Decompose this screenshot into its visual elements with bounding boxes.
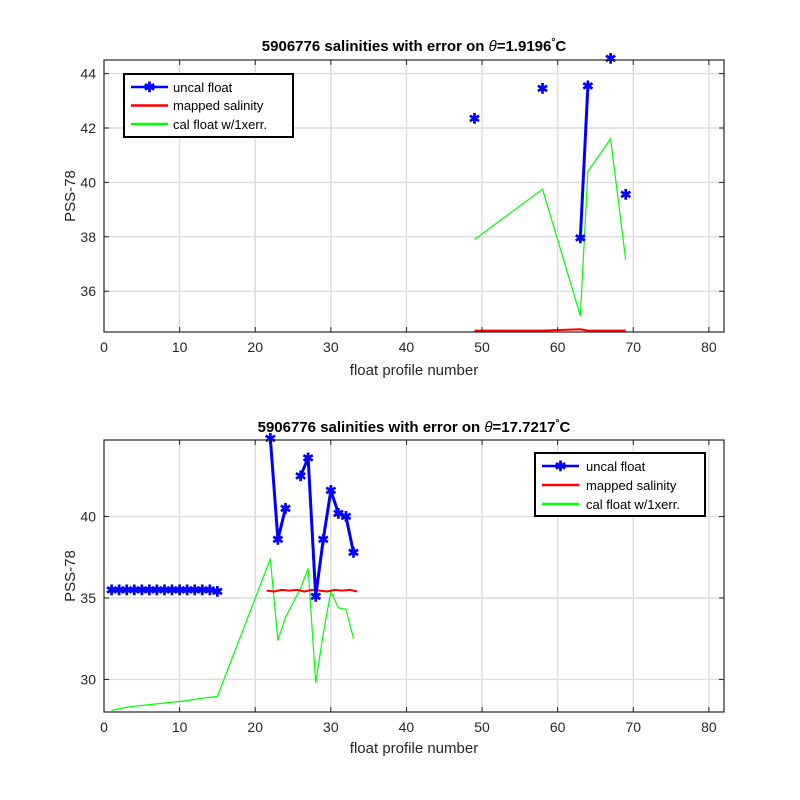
data-point-marker: ✱ <box>196 582 208 598</box>
data-point-marker: ✱ <box>143 582 155 598</box>
chart-title: 5906776 salinities with error on θ=17.72… <box>258 418 571 436</box>
x-tick-label: 60 <box>550 719 566 735</box>
x-tick-label: 0 <box>100 719 108 735</box>
bottom-chart: 5906776 salinities with error on θ=17.72… <box>62 418 725 757</box>
x-axis-label: float profile number <box>350 362 478 379</box>
series-mapped-salinity <box>474 328 626 332</box>
data-point-marker: ✱ <box>280 500 292 516</box>
data-point-marker: ✱ <box>295 468 307 484</box>
legend: ✱ uncal float mapped salinity cal float … <box>123 73 294 138</box>
data-series: ✱✱✱✱✱✱✱✱✱✱✱✱✱✱✱✱✱✱✱✱✱✱✱✱✱✱ <box>106 430 360 711</box>
data-point-marker: ✱ <box>620 187 632 203</box>
legend-label-cal-float: cal float w/1xerr. <box>173 117 267 132</box>
data-point-marker: ✱ <box>159 582 171 598</box>
tick-labels: 0 10 20 30 40 50 60 70 80 36 38 40 42 44 <box>80 60 724 355</box>
legend-label-mapped-salinity: mapped salinity <box>586 478 677 493</box>
data-point-marker: ✱ <box>113 582 125 598</box>
series-line <box>111 588 218 593</box>
axes-frame <box>103 59 725 333</box>
y-axis-label: PSS-78 <box>62 550 79 602</box>
x-tick-label: 60 <box>550 339 566 355</box>
legend-marker-uncal-float: ✱ <box>144 79 156 95</box>
x-tick-label: 70 <box>625 719 641 735</box>
data-point-marker: ✱ <box>302 450 314 466</box>
legend: ✱ uncal float mapped salinity cal float … <box>534 452 706 517</box>
x-tick-label: 40 <box>399 719 415 735</box>
data-point-marker: ✱ <box>151 582 163 598</box>
x-tick-label: 70 <box>625 339 641 355</box>
x-tick-label: 0 <box>100 339 108 355</box>
x-tick-label: 10 <box>172 719 188 735</box>
axes-frame <box>103 439 725 713</box>
series-line <box>266 588 358 593</box>
series-uncal-float: ✱✱✱✱✱✱✱✱✱✱✱✱✱✱✱✱✱✱✱✱✱✱✱✱✱✱ <box>106 430 360 604</box>
x-tick-label: 20 <box>247 339 263 355</box>
series-uncal-float: ✱ ✱ ✱ ✱ ✱ ✱ <box>469 51 632 247</box>
data-point-marker: ✱ <box>310 588 322 604</box>
data-point-marker: ✱ <box>212 583 224 599</box>
data-point-marker: ✱ <box>106 582 118 598</box>
data-point-marker: ✱ <box>264 430 276 446</box>
data-point-marker: ✱ <box>272 531 284 547</box>
top-chart: 5906776 salinities with error on θ=1.919… <box>62 37 725 379</box>
legend-marker-uncal-float: ✱ <box>555 458 567 474</box>
data-point-marker: ✱ <box>174 582 186 598</box>
data-point-marker: ✱ <box>121 582 133 598</box>
x-tick-label: 50 <box>474 339 490 355</box>
data-point-marker: ✱ <box>469 110 481 126</box>
series-cal-float-w-1xerr- <box>474 138 627 317</box>
x-tick-label: 30 <box>323 719 339 735</box>
x-tick-label: 30 <box>323 339 339 355</box>
series-line <box>578 85 590 239</box>
x-tick-label: 10 <box>172 339 188 355</box>
legend-label-cal-float: cal float w/1xerr. <box>586 497 680 512</box>
series-line <box>299 456 355 598</box>
chart-title: 5906776 salinities with error on θ=1.919… <box>262 37 567 55</box>
data-point-marker: ✱ <box>136 582 148 598</box>
data-point-marker: ✱ <box>537 81 549 97</box>
data-point-marker: ✱ <box>181 582 193 598</box>
legend-label-mapped-salinity: mapped salinity <box>173 98 264 113</box>
data-point-marker: ✱ <box>189 582 201 598</box>
x-tick-label: 80 <box>701 339 717 355</box>
x-tick-label: 80 <box>701 719 717 735</box>
y-tick-label: 38 <box>80 229 96 245</box>
data-point-marker: ✱ <box>574 230 586 246</box>
y-tick-label: 40 <box>80 509 96 525</box>
y-tick-label: 40 <box>80 174 96 190</box>
data-series: ✱ ✱ ✱ ✱ ✱ ✱ <box>469 51 632 332</box>
data-point-marker: ✱ <box>317 531 329 547</box>
y-tick-label: 36 <box>80 283 96 299</box>
data-point-marker: ✱ <box>582 78 594 94</box>
series-line <box>268 438 287 541</box>
legend-label-uncal-float: uncal float <box>586 459 646 474</box>
y-tick-label: 35 <box>80 590 96 606</box>
legend-label-uncal-float: uncal float <box>173 80 233 95</box>
x-axis-label: float profile number <box>350 740 478 757</box>
data-point-marker: ✱ <box>340 509 352 525</box>
x-tick-label: 50 <box>474 719 490 735</box>
data-point-marker: ✱ <box>348 544 360 560</box>
series-line <box>474 138 627 317</box>
y-tick-label: 42 <box>80 120 96 136</box>
y-tick-label: 44 <box>80 66 96 82</box>
data-point-marker: ✱ <box>204 582 216 598</box>
x-tick-label: 40 <box>399 339 415 355</box>
data-point-marker: ✱ <box>128 582 140 598</box>
data-point-marker: ✱ <box>605 51 617 67</box>
y-tick-label: 30 <box>80 671 96 687</box>
data-point-marker: ✱ <box>333 505 345 521</box>
series-line <box>474 328 626 332</box>
x-tick-label: 20 <box>247 719 263 735</box>
data-point-marker: ✱ <box>166 582 178 598</box>
series-mapped-salinity <box>266 588 358 593</box>
tick-labels: 0 10 20 30 40 50 60 70 80 30 35 40 <box>80 440 724 735</box>
data-point-marker: ✱ <box>325 482 337 498</box>
y-axis-label: PSS-78 <box>62 170 79 222</box>
